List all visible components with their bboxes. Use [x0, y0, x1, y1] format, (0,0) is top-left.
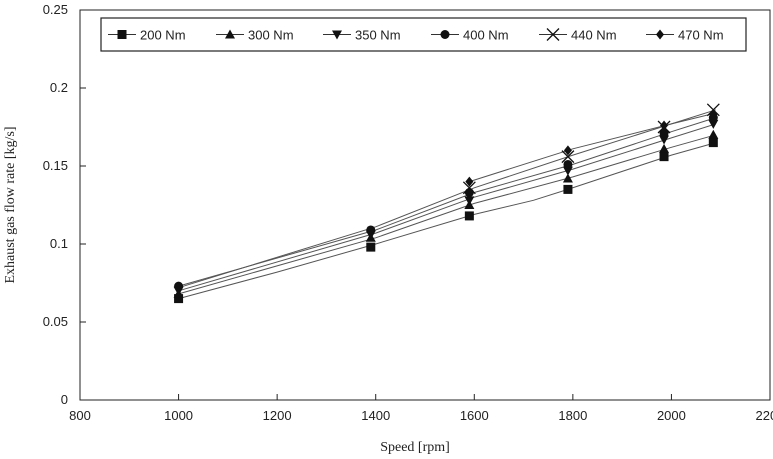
- y-tick-label: 0.15: [43, 158, 68, 173]
- y-tick-label: 0.05: [43, 314, 68, 329]
- data-point: [462, 181, 476, 195]
- x-tick-label: 2000: [657, 408, 686, 423]
- data-point: [561, 150, 575, 164]
- series-lines: [178, 109, 716, 300]
- series-line-4: [178, 109, 716, 289]
- legend-marker: [117, 30, 127, 39]
- legend-label: 440 Nm: [571, 28, 617, 43]
- data-point: [174, 294, 184, 304]
- legend-label: 200 Nm: [140, 28, 186, 43]
- data-point: [659, 152, 669, 162]
- series-line-1: [178, 134, 716, 295]
- legend: 200 Nm 300 Nm 350 Nm 400 Nm 440 Nm 470 Nm: [100, 17, 747, 52]
- x-tick-label: 1400: [361, 408, 390, 423]
- data-point: [708, 138, 718, 148]
- plot-frame: [79, 9, 771, 401]
- x-tick-label: 1800: [558, 408, 587, 423]
- data-point: [464, 188, 474, 198]
- data-point: [659, 143, 670, 153]
- data-point: [464, 196, 475, 206]
- series-line-3: [178, 117, 716, 287]
- series-line-2: [178, 123, 716, 292]
- x-tick-label: 1600: [460, 408, 489, 423]
- data-point: [563, 184, 573, 194]
- data-point: [562, 166, 573, 176]
- data-point: [563, 145, 572, 156]
- x-axis-title: Speed [rpm]: [380, 440, 450, 455]
- y-tick-label: 0.2: [50, 80, 68, 95]
- data-point: [708, 129, 719, 139]
- y-axis-title: Exhaust gas flow rate [kg/s]: [3, 126, 18, 283]
- series-line-0: [178, 142, 716, 300]
- legend-marker: [332, 30, 342, 40]
- legend-marker: [656, 29, 664, 40]
- data-point: [464, 211, 474, 221]
- y-tick-label: 0.25: [43, 2, 68, 17]
- data-point: [562, 173, 573, 183]
- series-line-5: [469, 112, 716, 183]
- x-tick-label: 1200: [263, 408, 292, 423]
- legend-label: 400 Nm: [463, 28, 509, 43]
- legend-label: 300 Nm: [248, 28, 294, 43]
- legend-label: 350 Nm: [355, 28, 401, 43]
- legend-marker: [440, 30, 450, 39]
- legend-marker: [546, 28, 560, 41]
- data-point: [366, 225, 376, 235]
- y-axis-ticks: 0 0.05 0.1 0.15 0.2 0.25: [43, 2, 86, 407]
- legend-label: 470 Nm: [678, 28, 724, 43]
- data-point: [659, 128, 669, 138]
- x-tick-label: 800: [69, 408, 91, 423]
- data-point: [659, 135, 670, 145]
- data-point: [563, 159, 573, 169]
- data-point: [709, 109, 718, 120]
- y-tick-label: 0: [61, 392, 68, 407]
- y-tick-label: 0.1: [50, 236, 68, 251]
- legend-box: [100, 17, 747, 52]
- data-point: [708, 119, 719, 129]
- data-point: [465, 176, 474, 187]
- x-tick-label: 1000: [164, 408, 193, 423]
- data-point: [660, 120, 669, 131]
- series-markers: [173, 103, 720, 304]
- data-point: [366, 242, 376, 252]
- data-point: [174, 281, 184, 291]
- legend-marker: [225, 29, 235, 39]
